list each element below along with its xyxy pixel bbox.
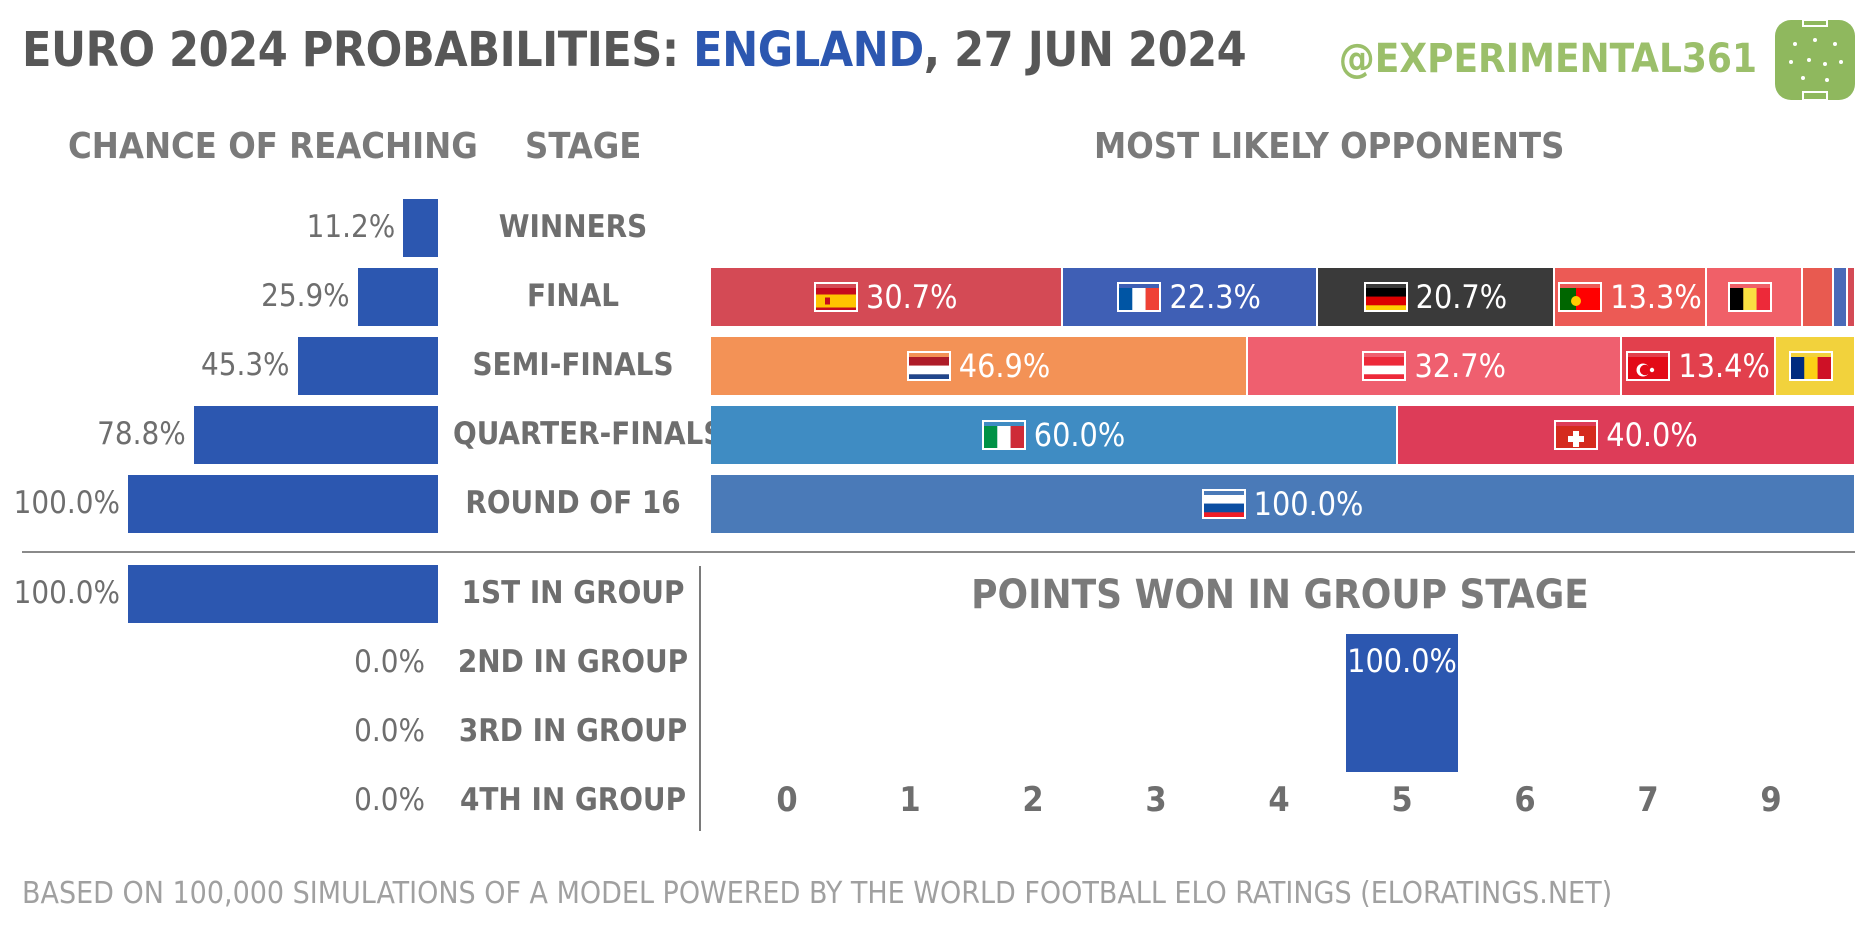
title-team: ENGLAND <box>693 22 924 78</box>
chance-bar <box>297 337 438 395</box>
belgium-flag-icon <box>1728 282 1773 312</box>
chance-bar <box>403 199 438 257</box>
page-title: EURO 2024 PROBABILITIES: ENGLAND, 27 JUN… <box>22 22 1247 78</box>
points-tick-label: 1 <box>899 780 921 820</box>
opponent-segment: 20.7% <box>1317 268 1555 326</box>
opponent-pct-label: 13.3% <box>1610 278 1702 316</box>
stage-label: ROUND OF 16 <box>465 485 681 521</box>
points-tick-label: 7 <box>1637 780 1659 820</box>
italy-flag-icon <box>981 420 1026 450</box>
france-flag-icon <box>1117 282 1162 312</box>
points-tick-label: 9 <box>1760 780 1782 820</box>
opponent-segment <box>1834 268 1848 326</box>
points-tick-label: 0 <box>776 780 798 820</box>
netherlands-flag-icon <box>906 351 951 381</box>
points-tick-label: 2 <box>1022 780 1044 820</box>
opponent-pct-label: 13.4% <box>1678 347 1770 385</box>
opponent-pct-label: 46.9% <box>958 347 1051 385</box>
opponent-segment <box>1847 268 1856 326</box>
opponent-segment: 100.0% <box>711 475 1856 533</box>
opponent-segment: 60.0% <box>711 406 1398 464</box>
chance-label: 25.9% <box>261 278 350 314</box>
group-stage-label: 3RD IN GROUP <box>458 713 688 749</box>
group-stage-label: 1ST IN GROUP <box>461 575 685 611</box>
chance-bar <box>128 475 438 533</box>
opponent-segment: 32.7% <box>1248 337 1623 395</box>
opponent-segment: 46.9% <box>711 337 1248 395</box>
chance-label: 100.0% <box>13 485 120 521</box>
footer-note: BASED ON 100,000 SIMULATIONS OF A MODEL … <box>22 876 1613 911</box>
section-divider <box>22 551 1855 553</box>
opponent-segment <box>1803 268 1835 326</box>
pitch-logo-icon <box>1775 19 1855 101</box>
chance-bar <box>193 406 438 464</box>
opponent-segment: 13.4% <box>1622 337 1776 395</box>
group-bar <box>128 565 438 623</box>
opponent-segment: 13.3% <box>1554 268 1708 326</box>
title-prefix: EURO 2024 PROBABILITIES: <box>22 22 694 78</box>
group-pct-label: 100.0% <box>13 575 120 611</box>
romania-flag-icon <box>1788 351 1833 381</box>
austria-flag-icon <box>1362 351 1407 381</box>
twitter-handle[interactable]: @EXPERIMENTAL361 <box>1338 36 1757 82</box>
group-pct-label: 0.0% <box>354 713 425 749</box>
header-points: POINTS WON IN GROUP STAGE <box>971 572 1589 618</box>
opponent-segment <box>1707 268 1804 326</box>
spain-flag-icon <box>814 282 859 312</box>
group-stage-label: 4TH IN GROUP <box>459 782 687 818</box>
opponent-pct-label: 30.7% <box>866 278 958 316</box>
opponent-segment: 22.3% <box>1062 268 1318 326</box>
opponent-pct-label: 22.3% <box>1169 278 1261 316</box>
opponent-pct-label: 60.0% <box>1033 416 1126 454</box>
group-stage-label: 2ND IN GROUP <box>457 644 689 680</box>
opponent-pct-label: 40.0% <box>1606 416 1698 454</box>
stage-label: QUARTER-FINALS <box>453 416 724 452</box>
chance-label: 45.3% <box>200 347 290 383</box>
points-tick-label: 4 <box>1268 780 1290 820</box>
opponent-segment: 40.0% <box>1398 406 1856 464</box>
points-bar-label: 100.0% <box>1347 642 1457 680</box>
opponent-segment <box>1775 337 1856 395</box>
opponent-pct-label: 100.0% <box>1253 485 1364 523</box>
portugal-flag-icon <box>1558 282 1603 312</box>
chance-label: 11.2% <box>306 209 396 245</box>
header-opponents: MOST LIKELY OPPONENTS <box>1094 126 1565 167</box>
germany-flag-icon <box>1363 282 1408 312</box>
stage-label: WINNERS <box>498 209 648 245</box>
opponent-pct-label: 20.7% <box>1415 278 1508 316</box>
vertical-divider <box>699 566 701 831</box>
header-stage: STAGE <box>525 126 642 167</box>
slovakia-flag-icon <box>1201 489 1246 519</box>
turkey-flag-icon <box>1626 351 1671 381</box>
points-bar <box>1346 634 1458 772</box>
points-tick-label: 5 <box>1391 780 1413 820</box>
chance-label: 78.8% <box>97 416 186 452</box>
chance-bar <box>357 268 438 326</box>
opponent-pct-label: 32.7% <box>1414 347 1506 385</box>
stage-label: SEMI-FINALS <box>472 347 674 383</box>
switzerland-flag-icon <box>1554 420 1599 450</box>
points-tick-label: 6 <box>1514 780 1536 820</box>
stage-label: FINAL <box>526 278 620 314</box>
group-pct-label: 0.0% <box>354 782 425 818</box>
title-suffix: , 27 JUN 2024 <box>923 22 1247 78</box>
opponent-segment: 30.7% <box>711 268 1063 326</box>
header-chance: CHANCE OF REACHING <box>68 126 478 167</box>
group-pct-label: 0.0% <box>354 644 425 680</box>
points-tick-label: 3 <box>1145 780 1167 820</box>
